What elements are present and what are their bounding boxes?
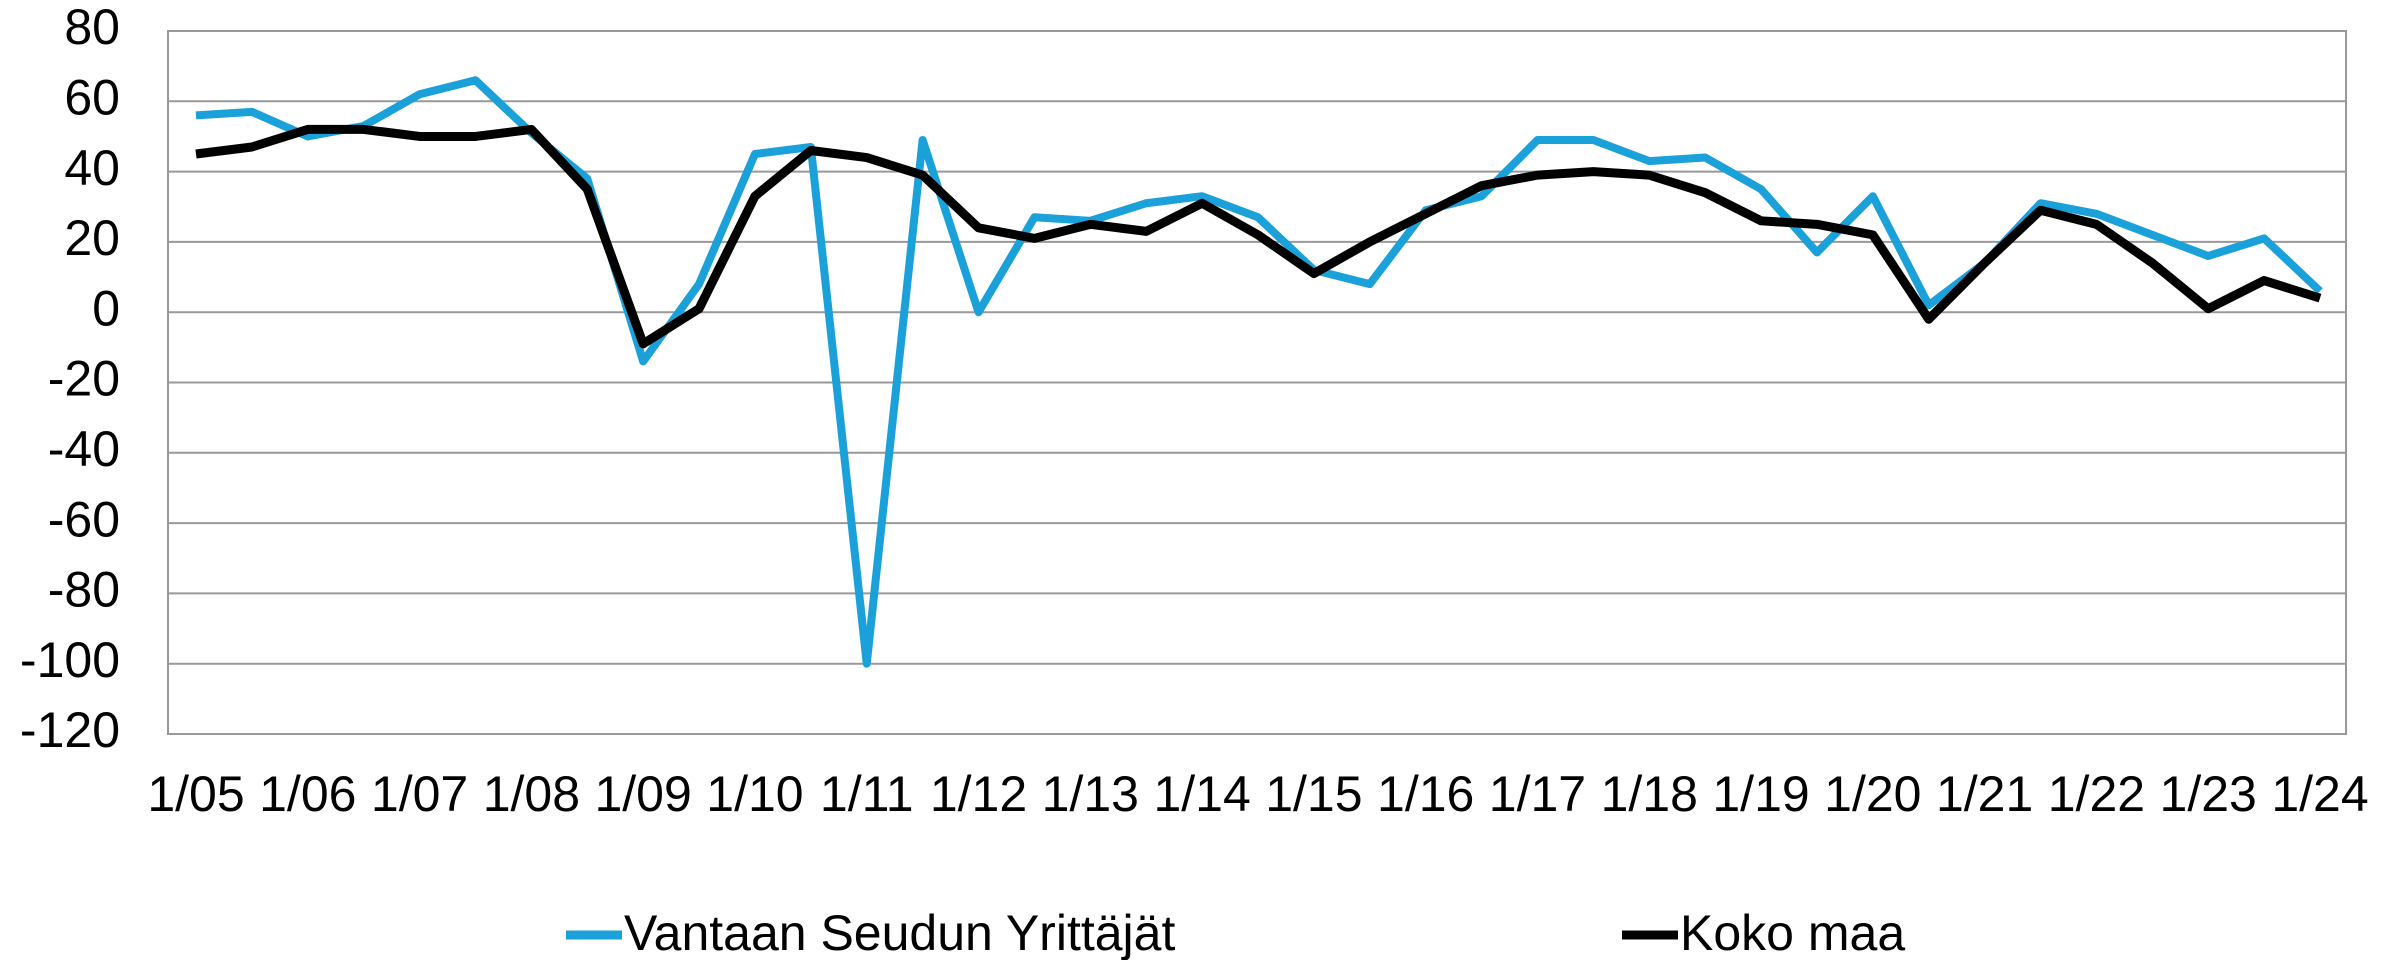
- plot-frame: [167, 30, 2347, 735]
- x-tick-label: 1/06: [259, 766, 356, 822]
- x-tick-label: 1/11: [820, 766, 914, 822]
- y-tick-label: -80: [48, 562, 120, 618]
- legend-label: Vantaan Seudun Yrittäjät: [624, 905, 1175, 960]
- line-series: [195, 124, 2322, 349]
- x-tick-label: 1/18: [1601, 766, 1698, 822]
- y-tick-label: -100: [20, 632, 120, 688]
- x-tick-label: 1/24: [2271, 766, 2368, 822]
- y-tick-label: -60: [48, 491, 120, 547]
- x-tick-label: 1/17: [1489, 766, 1586, 822]
- x-tick-label: 1/12: [930, 766, 1027, 822]
- x-tick-label: 1/07: [371, 766, 468, 822]
- x-tick-label: 1/23: [2160, 766, 2257, 822]
- x-tick-label: 1/05: [147, 766, 244, 822]
- x-tick-label: 1/16: [1377, 766, 1474, 822]
- y-tick-label: -120: [20, 702, 120, 758]
- x-tick-label: 1/09: [594, 766, 691, 822]
- y-tick-label: 20: [64, 210, 120, 266]
- y-tick-label: 60: [64, 70, 120, 126]
- x-tick-label: 1/13: [1042, 766, 1139, 822]
- x-tick-label: 1/20: [1824, 766, 1921, 822]
- x-tick-label: 1/08: [483, 766, 580, 822]
- y-tick-label: 80: [64, 0, 120, 55]
- x-tick-label: 1/22: [2048, 766, 2145, 822]
- line-series: [195, 76, 2323, 668]
- y-tick-label: 0: [92, 280, 120, 336]
- y-tick-label: 40: [64, 140, 120, 196]
- x-tick-label: 1/15: [1265, 766, 1362, 822]
- x-tick-label: 1/19: [1712, 766, 1809, 822]
- y-tick-label: -20: [48, 351, 120, 407]
- y-tick-label: -40: [48, 421, 120, 477]
- x-tick-label: 1/21: [1936, 766, 2033, 822]
- x-tick-label: 1/14: [1153, 766, 1250, 822]
- x-tick-label: 1/10: [706, 766, 803, 822]
- legend-label: Koko maa: [1680, 905, 1905, 960]
